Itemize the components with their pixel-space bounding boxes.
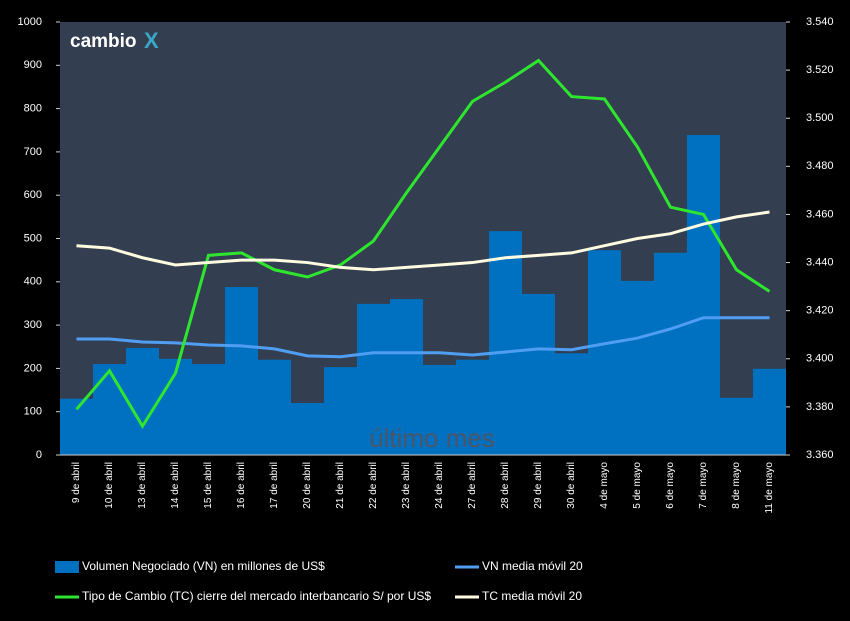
x-tick-label: 20 de abril [302, 462, 313, 509]
x-tick-label: 17 de abril [269, 462, 280, 509]
y2-tick-label: 3.380 [806, 401, 834, 413]
y-tick-label: 500 [24, 232, 42, 244]
y-tick-label: 100 [24, 406, 42, 418]
x-tick-label: 8 de mayo [731, 462, 742, 509]
y2-tick-label: 3.480 [806, 160, 834, 172]
x-tick-label: 30 de abril [566, 462, 577, 509]
bar [522, 293, 555, 455]
y2-tick-label: 3.400 [806, 353, 834, 365]
annotation: último mes [369, 423, 495, 453]
legend-label: VN media móvil 20 [482, 559, 583, 573]
legend-label: Tipo de Cambio (TC) cierre del mercado i… [82, 589, 431, 603]
y-tick-label: 800 [24, 103, 42, 115]
y2-tick-label: 3.520 [806, 64, 834, 76]
x-tick-label: 28 de abril [500, 462, 511, 509]
y2-tick-label: 3.540 [806, 16, 834, 28]
x-tick-label: 10 de abril [104, 462, 115, 509]
y2-tick-label: 3.420 [806, 305, 834, 317]
x-tick-label: 21 de abril [335, 462, 346, 509]
y-tick-label: 900 [24, 59, 42, 71]
y-tick-label: 1000 [18, 16, 42, 28]
bar [720, 397, 753, 455]
legend-label: Volumen Negociado (VN) en millones de US… [82, 559, 325, 573]
bar [126, 348, 159, 455]
x-tick-label: 9 de abril [71, 462, 82, 503]
bar [390, 299, 423, 455]
bar [291, 403, 324, 455]
x-tick-label: 23 de abril [401, 462, 412, 509]
y-tick-label: 600 [24, 189, 42, 201]
x-tick-label: 14 de abril [170, 462, 181, 509]
bar [555, 353, 588, 455]
x-tick-label: 13 de abril [137, 462, 148, 509]
bar [687, 135, 720, 455]
logo-mark: X [144, 28, 159, 53]
x-tick-label: 15 de abril [203, 462, 214, 509]
legend-label: TC media móvil 20 [482, 589, 582, 603]
bar [753, 368, 786, 455]
bar [654, 252, 687, 455]
bar [93, 364, 126, 455]
bar [192, 364, 225, 455]
x-tick-label: 6 de mayo [665, 462, 676, 509]
bar [423, 364, 456, 455]
x-tick-label: 24 de abril [434, 462, 445, 509]
x-tick-label: 22 de abril [368, 462, 379, 509]
bar [489, 231, 522, 455]
y-tick-label: 400 [24, 276, 42, 288]
y-tick-label: 0 [36, 449, 42, 461]
x-tick-label: 27 de abril [467, 462, 478, 509]
legend-swatch [55, 561, 79, 573]
x-tick-label: 29 de abril [533, 462, 544, 509]
bar [225, 286, 258, 455]
y2-tick-label: 3.440 [806, 256, 834, 268]
y2-tick-label: 3.460 [806, 208, 834, 220]
x-tick-label: 16 de abril [236, 462, 247, 509]
bar [324, 367, 357, 455]
line [76, 316, 770, 359]
bar [588, 250, 621, 455]
bar [258, 359, 291, 455]
bar [357, 303, 390, 455]
bar [456, 359, 489, 455]
x-tick-label: 5 de mayo [632, 462, 643, 509]
line [76, 210, 770, 272]
x-tick-label: 4 de mayo [599, 462, 610, 509]
y2-tick-label: 3.360 [806, 449, 834, 461]
y-tick-label: 300 [24, 319, 42, 331]
x-tick-label: 7 de mayo [698, 462, 709, 509]
x-tick-label: 11 de mayo [764, 462, 775, 514]
bar [621, 280, 654, 455]
logo-text: cambio [70, 31, 137, 52]
y-tick-label: 200 [24, 362, 42, 374]
y-tick-label: 700 [24, 146, 42, 158]
line [75, 58, 771, 430]
y2-tick-label: 3.500 [806, 112, 834, 124]
